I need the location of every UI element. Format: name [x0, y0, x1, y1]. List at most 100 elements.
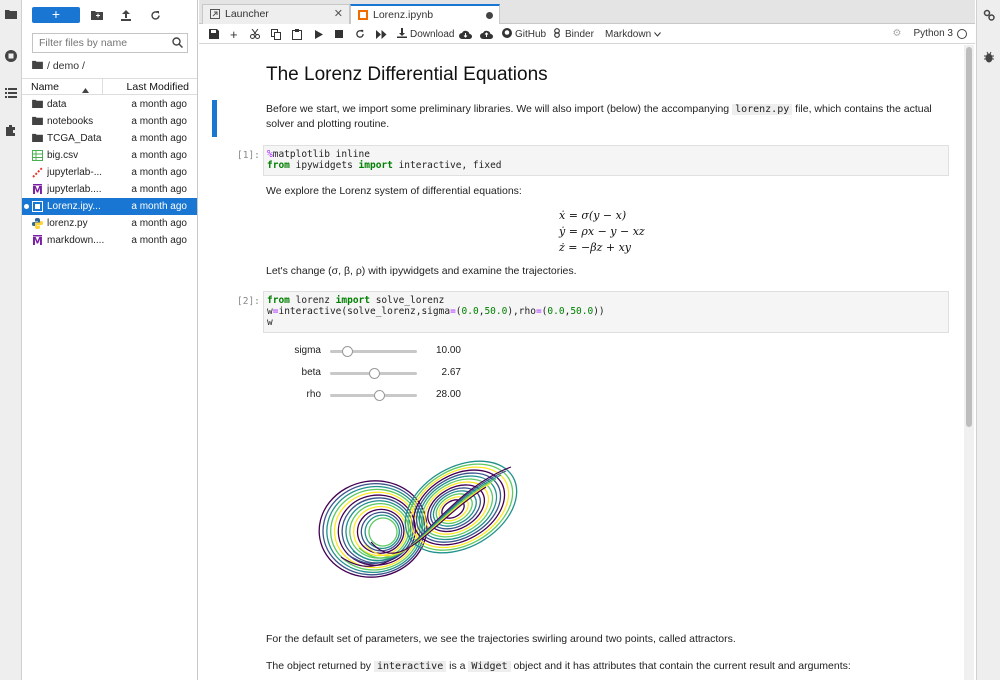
- cloud-upload-icon[interactable]: [480, 27, 493, 41]
- slider-track[interactable]: [330, 390, 417, 401]
- column-header-name[interactable]: Name: [31, 81, 60, 93]
- trajectory-loop: [410, 466, 510, 549]
- slider-handle[interactable]: [373, 390, 385, 401]
- upload-icon[interactable]: [119, 8, 133, 22]
- file-filter-field[interactable]: [32, 33, 188, 53]
- file-modified: a month ago: [131, 218, 187, 229]
- trajectory-strand: [370, 486, 487, 554]
- markdown-icon: M: [32, 184, 43, 197]
- tab-lorenz-notebook[interactable]: Lorenz.ipynb: [350, 4, 500, 25]
- launcher-icon: [210, 9, 220, 19]
- save-icon[interactable]: [209, 27, 219, 41]
- paste-icon[interactable]: [292, 27, 302, 41]
- settings-gear-icon[interactable]: ⚙: [892, 28, 902, 39]
- binder-button[interactable]: Binder: [552, 27, 594, 41]
- download-button[interactable]: Download: [397, 27, 454, 41]
- scrollbar-thumb[interactable]: [966, 47, 972, 427]
- file-name: Lorenz.ipy...: [47, 201, 101, 212]
- file-row[interactable]: notebooks a month ago: [22, 113, 197, 130]
- tab-launcher[interactable]: Launcher ✕: [202, 4, 350, 24]
- insert-cell-icon[interactable]: +: [230, 26, 238, 42]
- notebook-icon: [358, 10, 368, 20]
- file-list: data a month ago notebooks a month ago TCGA_…: [22, 96, 197, 249]
- restart-icon[interactable]: [355, 27, 365, 41]
- slider-handle[interactable]: [342, 346, 354, 357]
- debugger-bug-icon[interactable]: [982, 50, 996, 64]
- intro-paragraph: Before we start, we import some prelimin…: [266, 102, 946, 132]
- download-icon: [397, 27, 407, 41]
- trajectory-loop: [368, 517, 398, 547]
- cell-type-dropdown[interactable]: Markdown: [605, 27, 662, 41]
- stop-icon[interactable]: [335, 27, 343, 41]
- change-paragraph: Let's change (σ, β, ρ) with ipywidgets a…: [266, 265, 577, 277]
- file-name: jupyterlab-...: [47, 167, 103, 178]
- notebook-panel[interactable]: The Lorenz Differential Equations Before…: [199, 45, 963, 680]
- file-row[interactable]: TCGA_Data a month ago: [22, 130, 197, 147]
- notebook-title-heading: The Lorenz Differential Equations: [266, 64, 548, 85]
- slider-track[interactable]: [330, 368, 417, 379]
- open-indicator-icon: [24, 204, 29, 209]
- slider-handle[interactable]: [368, 368, 380, 379]
- slider-beta[interactable]: beta 2.67: [279, 365, 479, 381]
- restart-run-all-icon[interactable]: [376, 27, 387, 41]
- file-row[interactable]: big.csv a month ago: [22, 147, 197, 164]
- kernel-status[interactable]: ⚙ Python 3: [893, 28, 967, 39]
- refresh-icon[interactable]: [148, 8, 162, 22]
- trajectory-loop: [424, 481, 490, 535]
- run-icon[interactable]: [315, 27, 323, 41]
- file-row[interactable]: jupyterlab-... a month ago: [22, 164, 197, 181]
- active-cell-marker[interactable]: [212, 100, 217, 137]
- breadcrumb-path[interactable]: / demo /: [47, 60, 85, 72]
- code-cell-imports[interactable]: %matplotlib inline from ipywidgets impor…: [263, 145, 949, 176]
- slider-value[interactable]: 28.00: [435, 389, 461, 400]
- notebook-scrollbar[interactable]: [964, 45, 974, 680]
- trajectory-loop: [404, 460, 518, 554]
- file-row[interactable]: Lorenz.ipy... a month ago: [22, 198, 197, 215]
- search-icon: [172, 37, 184, 51]
- file-row[interactable]: lorenz.py a month ago: [22, 215, 197, 232]
- inline-code-widget: Widget: [468, 661, 511, 672]
- slider-rho[interactable]: rho 28.00: [279, 387, 479, 403]
- column-header-modified[interactable]: Last Modified: [126, 81, 189, 93]
- slider-label: sigma: [294, 345, 321, 356]
- close-icon[interactable]: ✕: [333, 8, 343, 20]
- file-browser-icon[interactable]: [3, 6, 19, 22]
- cut-icon[interactable]: [250, 27, 260, 41]
- cloud-download-icon[interactable]: [459, 27, 472, 41]
- file-name: notebooks: [47, 116, 94, 127]
- trajectory-loop: [421, 478, 494, 538]
- github-label: GitHub: [515, 28, 547, 40]
- slider-value[interactable]: 2.67: [441, 367, 461, 378]
- sort-ascending-icon[interactable]: [82, 84, 89, 96]
- new-folder-icon[interactable]: [90, 8, 104, 22]
- kernel-name[interactable]: Python 3: [913, 28, 953, 39]
- new-launcher-button[interactable]: +: [32, 7, 80, 23]
- trajectory-loop: [360, 511, 403, 552]
- intro-text-1: Before we start, we import some prelimin…: [266, 103, 730, 115]
- breadcrumb[interactable]: / demo /: [32, 60, 85, 72]
- slider-sigma[interactable]: sigma 10.00: [279, 343, 479, 359]
- trajectory-loop: [435, 493, 473, 525]
- github-button[interactable]: GitHub: [502, 27, 546, 41]
- trajectory-loop: [407, 463, 514, 551]
- slider-track[interactable]: [330, 346, 417, 357]
- file-filter-input[interactable]: [39, 37, 167, 49]
- copy-icon[interactable]: [271, 27, 281, 41]
- extensions-icon[interactable]: [3, 122, 19, 138]
- slider-value[interactable]: 10.00: [435, 345, 461, 356]
- table-of-contents-icon[interactable]: [3, 85, 19, 101]
- equation-x: ẋ = σ(y − x): [559, 209, 627, 222]
- folder-icon: [32, 116, 43, 127]
- code-cell-interactive[interactable]: from lorenz import solve_lorenz w=intera…: [263, 291, 949, 333]
- spreadsheet-icon: [32, 150, 43, 161]
- running-sessions-icon[interactable]: [3, 48, 19, 64]
- equation-z: ż = −βz + xy: [559, 241, 632, 254]
- property-inspector-icon[interactable]: [982, 8, 996, 22]
- file-row[interactable]: data a month ago: [22, 96, 197, 113]
- trajectory-loop: [364, 514, 400, 550]
- unsaved-indicator-icon[interactable]: [486, 12, 493, 19]
- folder-icon: [32, 99, 43, 110]
- slider-label: beta: [301, 367, 321, 378]
